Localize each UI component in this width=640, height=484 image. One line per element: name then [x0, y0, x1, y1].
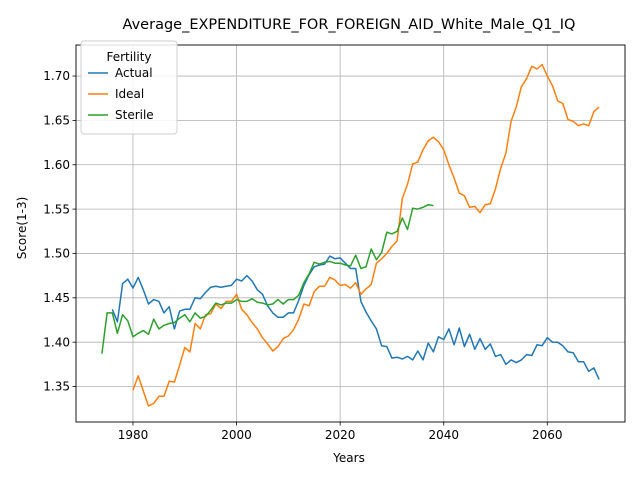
plot-frame	[75, 44, 626, 423]
y-axis: 1.35 1.40 1.45 1.50 1.55 1.60 1.65 1.70	[43, 69, 76, 394]
legend-label-ideal: Ideal	[115, 87, 144, 101]
y-axis-label: Score(1-3)	[15, 197, 29, 260]
x-tick-label: 2000	[221, 428, 252, 442]
x-tick-label: 2020	[325, 428, 356, 442]
y-tick-label: 1.45	[43, 291, 70, 305]
x-tick-label: 2040	[428, 428, 459, 442]
series-line-ideal	[132, 63, 600, 407]
series-lines	[101, 63, 600, 407]
x-axis: 1980 2000 2020 2040 2060	[118, 422, 563, 442]
series-line-actual	[111, 255, 600, 380]
legend: Fertility Actual Ideal Sterile	[80, 40, 178, 135]
legend-label-actual: Actual	[115, 66, 153, 80]
y-tick-label: 1.50	[43, 247, 70, 261]
legend-box	[80, 40, 178, 135]
legend-label-sterile: Sterile	[115, 108, 154, 122]
y-tick-label: 1.55	[43, 202, 70, 216]
grid	[76, 45, 625, 422]
legend-title: Fertility	[106, 50, 151, 64]
x-tick-label: 2060	[532, 428, 563, 442]
y-tick-label: 1.35	[43, 380, 70, 394]
y-tick-label: 1.40	[43, 335, 70, 349]
x-axis-label: Years	[332, 451, 365, 465]
y-tick-label: 1.70	[43, 69, 70, 83]
y-tick-label: 1.60	[43, 158, 70, 172]
series-line-sterile	[101, 203, 434, 354]
y-tick-label: 1.65	[43, 114, 70, 128]
x-tick-label: 1980	[118, 428, 149, 442]
chart-title: Average_EXPENDITURE_FOR_FOREIGN_AID_Whit…	[123, 17, 576, 33]
